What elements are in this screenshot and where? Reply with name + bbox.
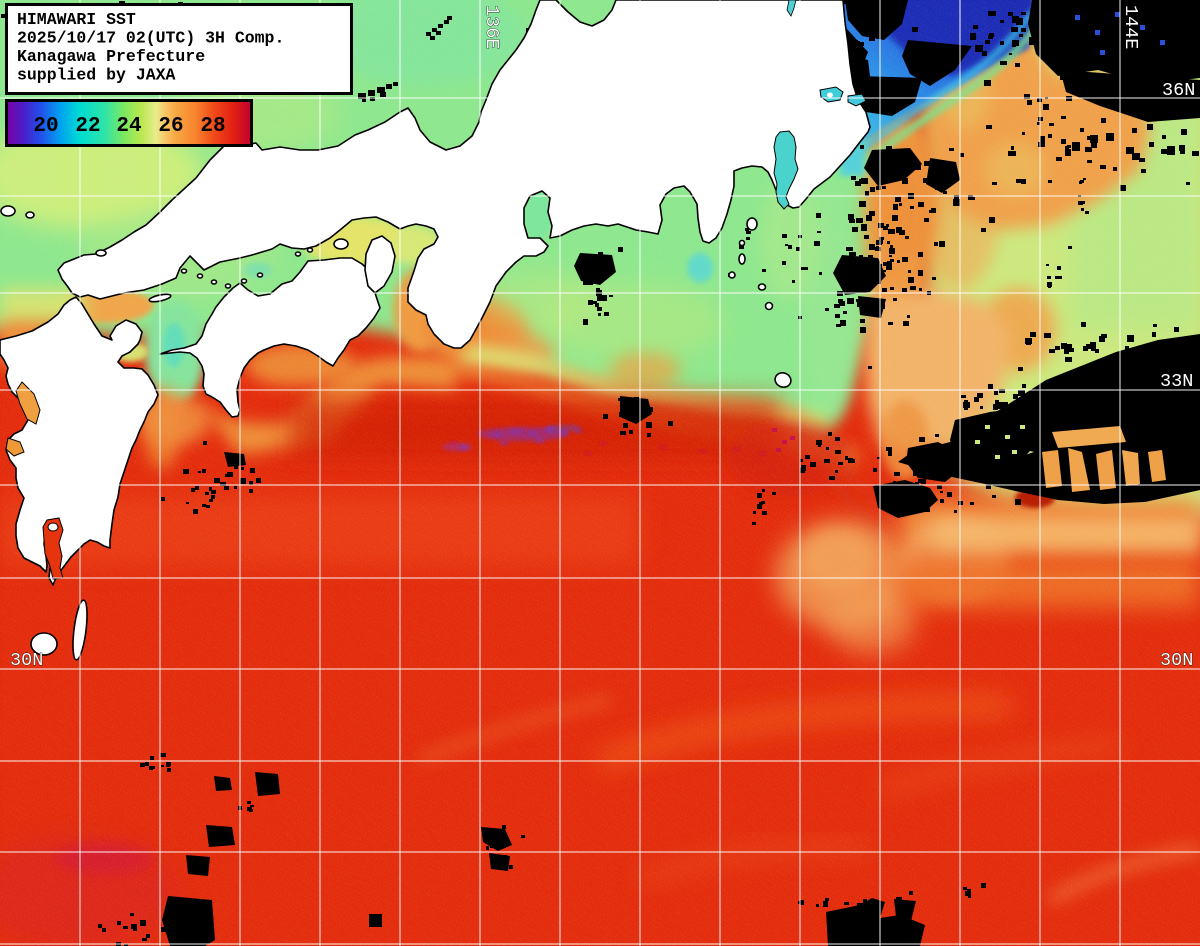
svg-text:26: 26 bbox=[158, 115, 183, 138]
svg-text:30N: 30N bbox=[1160, 650, 1193, 671]
svg-text:30N: 30N bbox=[10, 650, 43, 671]
svg-text:20: 20 bbox=[33, 115, 58, 138]
svg-text:HIMAWARI SST: HIMAWARI SST bbox=[17, 10, 136, 29]
svg-text:24: 24 bbox=[116, 115, 141, 138]
svg-text:144E: 144E bbox=[1120, 5, 1141, 49]
svg-text:supplied by JAXA: supplied by JAXA bbox=[17, 66, 176, 85]
svg-text:2025/10/17 02(UTC) 3H Comp.: 2025/10/17 02(UTC) 3H Comp. bbox=[17, 29, 284, 48]
svg-text:22: 22 bbox=[75, 115, 100, 138]
svg-text:36N: 36N bbox=[1162, 80, 1195, 101]
svg-text:28: 28 bbox=[200, 115, 225, 138]
svg-text:33N: 33N bbox=[1160, 371, 1193, 392]
svg-text:136E: 136E bbox=[481, 5, 502, 49]
svg-text:Kanagawa Prefecture: Kanagawa Prefecture bbox=[17, 47, 205, 66]
